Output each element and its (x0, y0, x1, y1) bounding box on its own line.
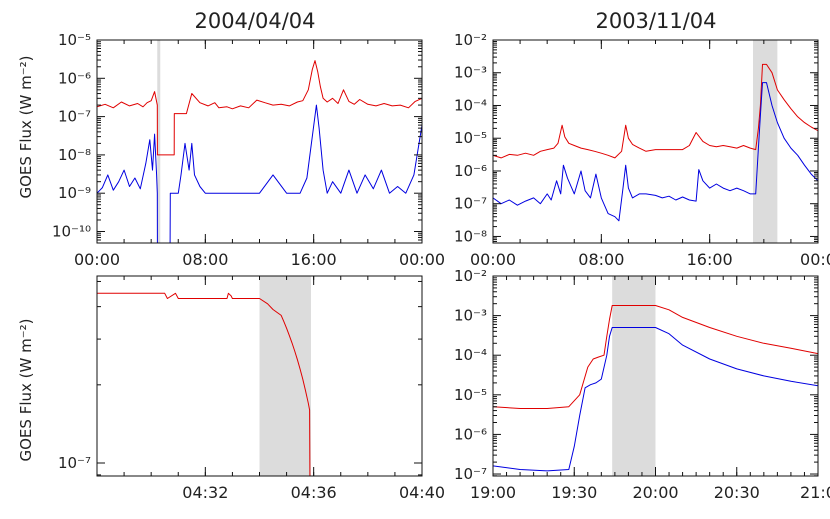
x-tick-label: 16:00 (687, 250, 733, 269)
x-tick-label: 00:00 (74, 250, 120, 269)
y-tick-label: 10⁻¹⁰ (52, 223, 91, 241)
x-tick-label: 19:00 (470, 483, 516, 502)
x-tick-label: 04:36 (291, 483, 337, 502)
panel-top-left: 10⁻¹⁰ 10⁻⁹ 10⁻⁸ 10⁻⁷ 10⁻⁶ 10⁻⁵ 00:00 08:00 16:00… (52, 31, 445, 269)
title-2004-04-04: 2004/04/04 (194, 9, 315, 33)
y-axis-label-bottom: GOES Flux (W m⁻²) (17, 319, 35, 462)
series-line-red (493, 63, 818, 159)
panel-bottom-right: 10⁻⁷ 10⁻⁶ 10⁻⁵ 10⁻⁴ 10⁻³ 10⁻² 19:00 19:30 20:00 2… (454, 267, 830, 502)
x-tick-label: 08:00 (182, 250, 228, 269)
series-line-blue (493, 327, 818, 472)
y-tick-label: 10⁻⁷ (58, 454, 91, 472)
x-tick-label: 00:00 (470, 250, 516, 269)
y-tick-label: 10⁻² (454, 267, 487, 285)
x-tick-label: 04:32 (182, 483, 228, 502)
y-tick-label: 10⁻⁷ (454, 465, 487, 483)
y-tick-label: 10⁻⁸ (58, 146, 91, 164)
x-tick-label: 20:00 (632, 483, 678, 502)
x-tick-label: 04:40 (399, 483, 445, 502)
plot-frame (96, 39, 423, 244)
shaded-interval (157, 40, 161, 243)
x-tick-label: 20:30 (714, 483, 760, 502)
y-tick-label: 10⁻⁷ (454, 195, 487, 213)
x-tick-label: 00:00 (399, 250, 445, 269)
x-tick-label: 19:30 (551, 483, 597, 502)
y-tick-label: 10⁻³ (454, 307, 487, 325)
shaded-interval (259, 276, 311, 476)
y-tick-label: 10⁻⁵ (454, 386, 487, 404)
y-tick-label: 10⁻⁶ (454, 162, 487, 180)
y-tick-label: 10⁻² (454, 31, 487, 49)
y-tick-label: 10⁻³ (454, 64, 487, 82)
x-tick-label: 21:0 (800, 483, 830, 502)
y-tick-label: 10⁻⁶ (58, 69, 91, 87)
panel-top-right: 10⁻⁸ 10⁻⁷ 10⁻⁶ 10⁻⁵ 10⁻⁴ 10⁻³ 10⁻² 00:00 08:00 16… (454, 31, 830, 269)
y-axis-label-top: GOES Flux (W m⁻²) (17, 56, 35, 199)
y-tick-label: 10⁻⁷ (58, 108, 91, 126)
x-tick-label: 00:0 (800, 250, 830, 269)
shaded-interval (612, 276, 656, 476)
panel-bottom-left: 10⁻⁷ 04:32 04:36 04:40 (58, 275, 445, 502)
title-2003-11-04: 2003/11/04 (595, 9, 716, 33)
x-tick-label: 16:00 (291, 250, 337, 269)
y-tick-label: 10⁻⁴ (454, 346, 487, 364)
y-tick-label: 10⁻⁵ (58, 31, 91, 49)
y-tick-label: 10⁻⁹ (58, 184, 91, 202)
series-line-red (97, 60, 422, 156)
x-tick-label: 08:00 (578, 250, 624, 269)
series-line-blue (97, 104, 422, 243)
series-line-red (97, 292, 311, 476)
series-line-red (493, 305, 818, 409)
y-tick-label: 10⁻⁸ (454, 227, 487, 245)
y-tick-label: 10⁻⁵ (454, 129, 487, 147)
series-line-blue (493, 82, 818, 222)
y-tick-label: 10⁻⁶ (454, 425, 487, 443)
y-tick-label: 10⁻⁴ (454, 96, 487, 114)
